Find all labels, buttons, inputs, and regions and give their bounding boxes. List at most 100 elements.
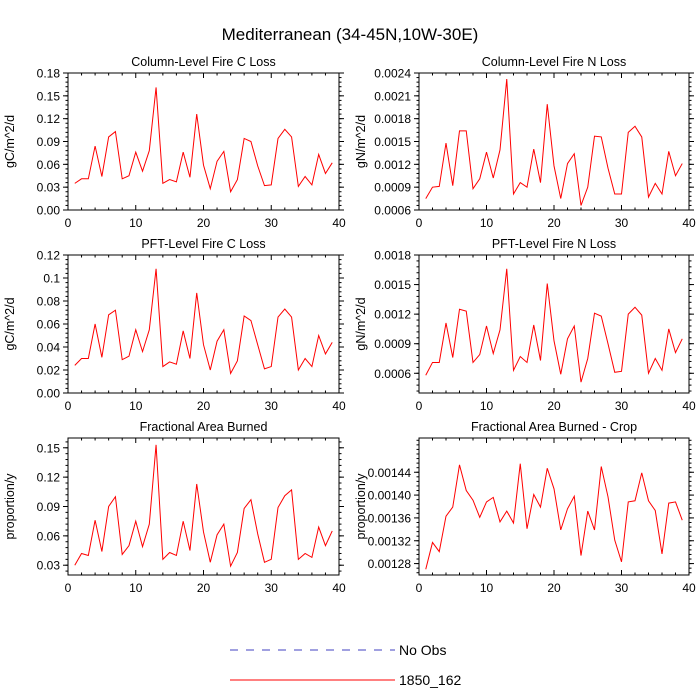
- y-axis-label: gN/m^2/d: [354, 115, 368, 168]
- y-tick-label: 0.0021: [374, 89, 411, 103]
- y-tick-label: 0.06: [37, 318, 61, 332]
- y-tick-label: 0.1: [43, 272, 60, 286]
- y-axis-label: gN/m^2/d: [354, 297, 368, 350]
- plot-frame: [67, 72, 340, 211]
- y-tick-label: 0.0006: [374, 204, 411, 218]
- panel-title: PFT-Level Fire C Loss: [141, 237, 265, 251]
- y-tick-label: 0.06: [37, 529, 61, 543]
- y-tick-label: 0.12: [37, 112, 61, 126]
- y-tick-label: 0.09: [37, 135, 61, 149]
- y-tick-label: 0.0012: [374, 308, 411, 322]
- chart-panel-1: 0 10 20 30 40 0.00 0.03 0.06 0.09 0.12 0.15 0.18 Col…: [3, 55, 346, 230]
- x-tick-label: 40: [332, 581, 346, 595]
- y-tick-label: 0.0024: [374, 67, 411, 81]
- y-tick-label: 0.00136: [368, 511, 412, 525]
- series-line-1850_162: [425, 268, 683, 383]
- x-tick-label: 10: [129, 216, 143, 230]
- x-tick-label: 0: [416, 581, 423, 595]
- series-line-1850_162: [74, 268, 333, 376]
- y-tick-label: 0.08: [37, 295, 61, 309]
- plot-frame: [418, 72, 690, 211]
- y-tick-label: 0.00128: [368, 557, 412, 571]
- y-tick-label: 0.0018: [374, 249, 411, 263]
- panel-title: PFT-Level Fire N Loss: [492, 237, 616, 251]
- x-tick-label: 40: [332, 216, 346, 230]
- legend-label-1850-162: 1850_162: [399, 672, 462, 688]
- y-axis-label: gC/m^2/d: [3, 297, 17, 350]
- y-tick-label: 0.00132: [368, 534, 412, 548]
- x-tick-label: 0: [65, 581, 72, 595]
- x-tick-label: 40: [682, 216, 696, 230]
- series-line-1850_162: [425, 79, 683, 206]
- chart-panel-2: 0 10 20 30 40 0.0006 0.0009 0.0012 0.0015 0.0018 0…: [354, 55, 696, 230]
- y-tick-label: 0.03: [37, 181, 61, 195]
- panel-title: Column-Level Fire C Loss: [131, 55, 276, 69]
- chart-panel-4: 0 10 20 30 40 0.0006 0.0009 0.0012 0.0015 0.0018 P…: [354, 237, 696, 413]
- y-tick-label: 0.00: [37, 387, 61, 401]
- chart-panel-6: 0 10 20 30 40 0.00128 0.00132 0.00136 0.00140 0.0…: [354, 420, 696, 595]
- series-line-1850_162: [74, 444, 333, 568]
- x-tick-label: 10: [129, 581, 143, 595]
- x-tick-label: 20: [197, 399, 211, 413]
- plot-frame: [418, 437, 690, 576]
- y-tick-label: 0.02: [37, 364, 61, 378]
- y-tick-label: 0.09: [37, 500, 61, 514]
- y-tick-label: 0.0015: [374, 278, 411, 292]
- panels: 0 10 20 30 40 0.00 0.03 0.06 0.09 0.12 0.15 0.18 Col…: [3, 55, 696, 595]
- x-tick-label: 0: [416, 399, 423, 413]
- x-tick-label: 10: [129, 399, 143, 413]
- y-tick-label: 0.0009: [374, 181, 411, 195]
- x-tick-label: 30: [265, 581, 279, 595]
- x-tick-label: 30: [615, 399, 629, 413]
- x-tick-label: 30: [265, 399, 279, 413]
- plot-frame: [67, 254, 340, 394]
- x-tick-label: 40: [682, 581, 696, 595]
- x-tick-label: 30: [615, 581, 629, 595]
- x-tick-label: 10: [480, 581, 494, 595]
- legend-label-no-obs: No Obs: [399, 642, 446, 658]
- y-tick-label: 0.12: [37, 249, 61, 263]
- y-axis-label: proportion/y: [3, 473, 17, 540]
- chart-panel-3: 0 10 20 30 40 0.00 0.02 0.04 0.06 0.08 0.1 0.12 PFT-…: [3, 237, 346, 413]
- chart-panel-5: 0 10 20 30 40 0.03 0.06 0.09 0.12 0.15 Fractional …: [3, 420, 346, 595]
- series-line-1850_162: [74, 87, 333, 194]
- panel-title: Fractional Area Burned: [140, 420, 268, 434]
- x-tick-label: 40: [332, 399, 346, 413]
- y-tick-label: 0.00140: [368, 489, 412, 503]
- x-tick-label: 20: [197, 581, 211, 595]
- y-axis-label: proportion/y: [354, 473, 368, 540]
- y-tick-label: 0.00: [37, 204, 61, 218]
- x-tick-label: 20: [197, 216, 211, 230]
- panel-title: Fractional Area Burned - Crop: [471, 420, 637, 434]
- y-tick-label: 0.06: [37, 158, 61, 172]
- legend: 1850_162 No Obs: [230, 642, 462, 688]
- y-tick-label: 0.00144: [368, 466, 412, 480]
- y-tick-label: 0.03: [37, 559, 61, 573]
- y-tick-label: 0.18: [37, 67, 61, 81]
- panel-title: Column-Level Fire N Loss: [482, 55, 627, 69]
- y-tick-label: 0.12: [37, 471, 61, 485]
- x-tick-label: 0: [65, 399, 72, 413]
- x-tick-label: 0: [416, 216, 423, 230]
- y-tick-label: 0.0009: [374, 337, 411, 351]
- x-tick-label: 0: [65, 216, 72, 230]
- y-tick-label: 0.0006: [374, 367, 411, 381]
- y-tick-label: 0.0012: [374, 158, 411, 172]
- x-tick-label: 30: [265, 216, 279, 230]
- x-tick-label: 40: [682, 399, 696, 413]
- x-tick-label: 30: [615, 216, 629, 230]
- series-line-1850_162: [425, 463, 683, 570]
- y-tick-label: 0.15: [37, 441, 61, 455]
- x-tick-label: 20: [547, 399, 561, 413]
- x-tick-label: 10: [480, 216, 494, 230]
- x-tick-label: 10: [480, 399, 494, 413]
- y-tick-label: 0.04: [37, 341, 61, 355]
- y-tick-label: 0.0018: [374, 112, 411, 126]
- y-tick-label: 0.15: [37, 89, 61, 103]
- x-tick-label: 20: [547, 581, 561, 595]
- page-title: Mediterranean (34-45N,10W-30E): [222, 25, 479, 44]
- x-tick-label: 20: [547, 216, 561, 230]
- y-axis-label: gC/m^2/d: [3, 115, 17, 168]
- y-tick-label: 0.0015: [374, 135, 411, 149]
